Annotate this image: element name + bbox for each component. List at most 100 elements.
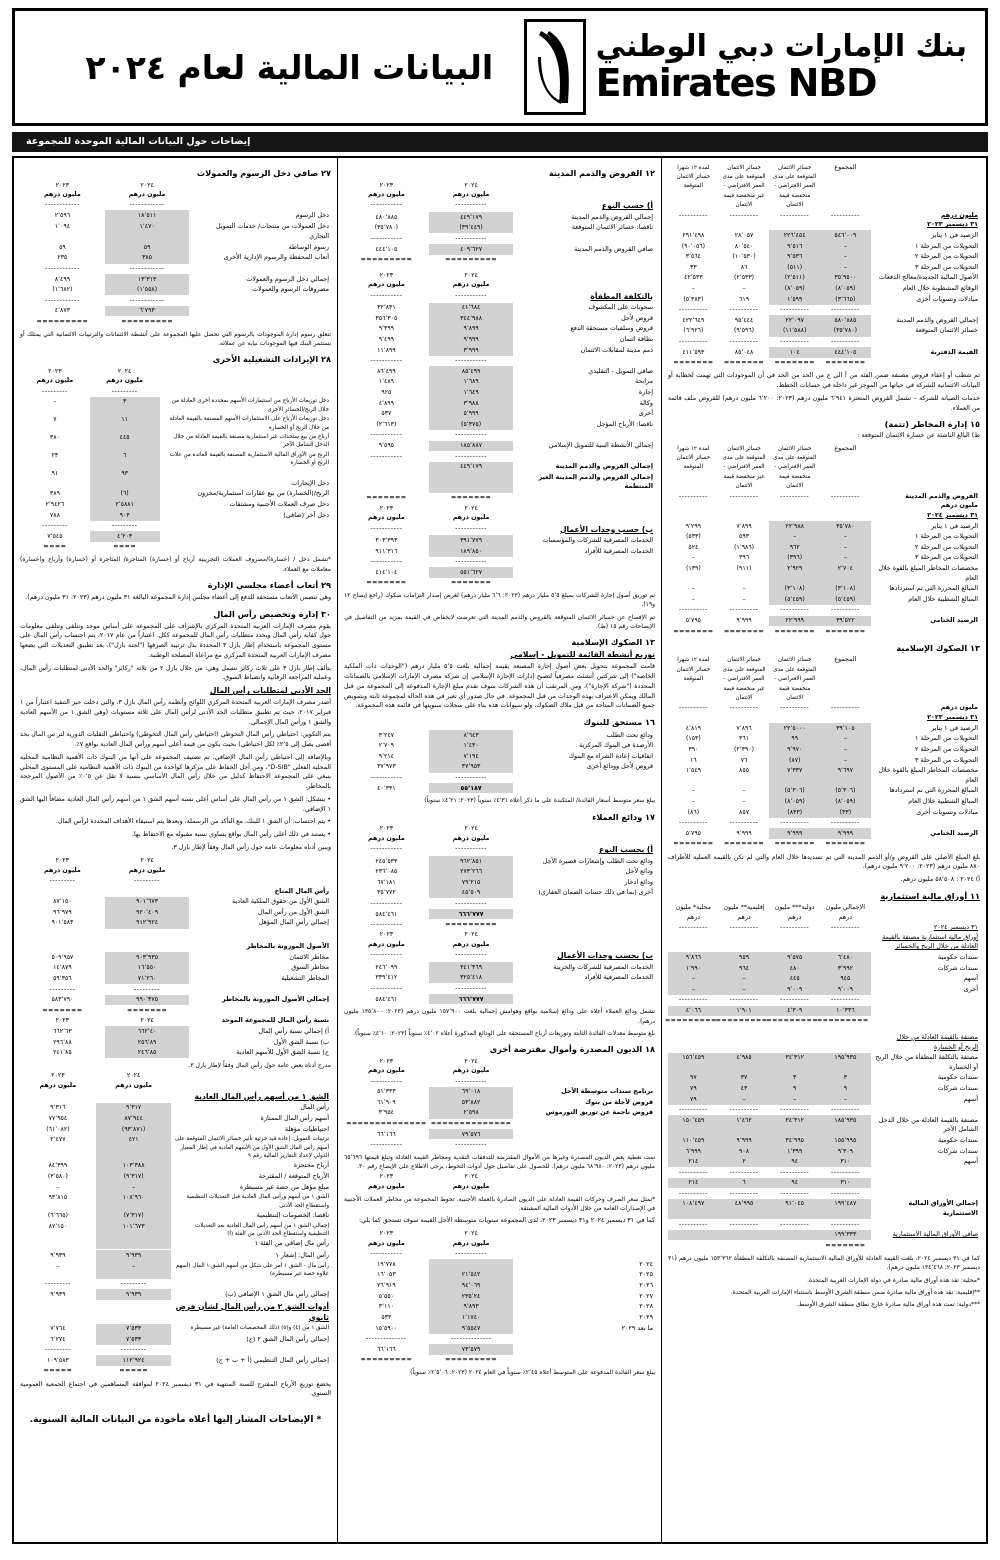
ecl23-r3-v2: ٨٦ <box>740 263 748 271</box>
n15-r0-v2: ٧٬٨٩٩ <box>736 522 752 530</box>
n18m-r0-v23: ١٩٬٧٧٨ <box>377 1260 396 1268</box>
n11-r1-v1: ٤٨٠ <box>769 963 821 974</box>
n12a-r2-v24: ٤٠٩٬٦٢٧ <box>428 244 514 255</box>
n27-r6-v24: (١٬٥٥٨) <box>104 284 190 296</box>
n11-r4-v2: ١٬٩٠١ <box>718 1005 770 1016</box>
n28-r2-v23: ٣٨٠ <box>49 434 60 442</box>
ecl23-r3-v0: – <box>820 262 871 273</box>
n28-r7-v24: ٢٬٥٨٨١ <box>89 499 160 511</box>
n28-r7-v23: ٢٬٩٤٢٦ <box>45 501 65 509</box>
n13-r4-v1: ٧٬٣٣٧ <box>769 765 821 786</box>
note16-title: ١٦ مستحق للبنوك <box>583 717 656 728</box>
n12c-r12-v23 <box>344 462 429 473</box>
t1-r2-lbl: إجمالي رأس مال الشق ١ الإضافي (ب) <box>225 1289 330 1298</box>
n18m-r0-v24 <box>428 1259 514 1270</box>
n11-c6-lbl: صافي الأوراق المالية الاستثمارية <box>892 1230 978 1239</box>
n11-r3-v2: – <box>718 984 770 995</box>
n11-r2-lbl: أسهم <box>963 974 978 983</box>
note11-pretext: أ) ٢٠٢٤ : ٥٨٬٥٠٨ مليون درهم. <box>900 876 980 884</box>
n11-c0-v1: ٣٤٬٣١٢ <box>769 1115 821 1136</box>
n11-c3-v0: ٣١٠ <box>820 1156 871 1168</box>
ecl23-h3: لمدة ١٢ شهرا خسائر الائتمان المتوقعة <box>676 164 711 190</box>
n12c-r10-v23: (٢٬٦١٣) <box>376 420 397 428</box>
n11-c4-v2: ٦ <box>718 1177 770 1189</box>
n12c-r11-v24: ١٨٥٬٨٨٧ <box>428 440 514 452</box>
cap-w2-v23: ٥٩٬٣٥٦ <box>53 974 72 982</box>
n11-h3: محلية* مليون درهم <box>675 904 711 921</box>
n28-yr2024: ٢٠٢٤ <box>117 367 132 375</box>
n17b-r1-v24: ٣٢٥٬٤١٨ <box>428 972 514 984</box>
n13-r1-v3: (١٥٣) <box>685 735 701 743</box>
cap-yr2024: ٢٠٢٤ <box>140 857 154 865</box>
n18-r2-lbl: قروض ناجمة عن توريق التورموس <box>545 1108 654 1117</box>
ecl23-r5-v0: (٨٬٠٥٩) <box>820 283 871 295</box>
n11-r3-v3: – <box>668 984 719 995</box>
note11-investment-securities-table: الإجمالي مليون درهم دولية*** مليون درهم … <box>664 904 978 1249</box>
n27-r0-v24: ١٨٬٥١١ <box>104 210 190 222</box>
cap-w2-lbl: المخاطر التشغيلية <box>281 973 330 982</box>
ecl23-r8-v3: (٦٬٩٢٦) <box>683 327 704 335</box>
n11-c1-v1: ٣٤٬٩٩٥ <box>769 1135 821 1147</box>
n12c-yr2024: ٢٠٢٤ <box>464 271 478 279</box>
n27-unit2023: مليون درهم <box>44 190 81 198</box>
note12-sub-cost: بالتكلفة المطفأة <box>590 291 654 301</box>
cap-w3-lbl: إجمالي الأصول الموزونة بالمخاطر <box>222 995 330 1004</box>
ecl23-r5-v3: – <box>691 284 695 292</box>
n15-r7-v3: ٥٬٧٩٥ <box>685 617 701 625</box>
n13-r7-v0: (٣٣) <box>820 807 871 818</box>
n12a-r0-v23: ٤٨٠٬٨٨٥ <box>375 213 398 221</box>
n12b-unit2023: مليون درهم <box>368 514 405 522</box>
note12-sub-a: أ) حسب النوع <box>601 201 654 211</box>
n28-unit2024: مليون درهم <box>106 377 143 385</box>
n11-b0-v3: ١٥٦٬٤٥٩ <box>668 1052 719 1073</box>
n11-c2-v1: ١٬٣٩٩ <box>769 1146 821 1157</box>
n13-r5-lbl: المبالغ المحررة التي تم استردادها <box>889 786 978 795</box>
n15-tt2: ٣١ ديسمبر ٢٠٢٤ <box>927 510 978 519</box>
n11-h2: إقليمية** مليون درهم <box>723 904 765 921</box>
n12c-r5-lbl: صافي التمويل - التقليدي <box>588 366 654 375</box>
n17a-r2-v23: ٦٧٬١٨١ <box>377 878 396 886</box>
n16-r0-lbl: ودائع تحت الطلب <box>606 730 654 739</box>
cet1-r0-lbl: رأس المال <box>300 1103 330 1112</box>
n18fx-unit2024: مليون درهم <box>452 1182 490 1190</box>
n11-r0-v3: ٩٬٨٦٦ <box>668 952 719 964</box>
n11-b1-v1: ٣ <box>769 1072 821 1084</box>
n27-r0-lbl: دخل الرسوم <box>295 210 330 219</box>
n15-r7-v1: ٢٢٬٩٩٩ <box>769 615 821 627</box>
n17b-r0-v24: ٣٤١٬٣٦٩ <box>428 962 514 973</box>
t2-r1-lbl: إجمالي رأس المال الشق ٢ (ج) <box>246 1334 330 1343</box>
ecl23-r8-v2: (٩٬٥٩٦) <box>733 327 755 335</box>
n15-h1: خسائر الائتمان المتوقعة على مدى العمر ال… <box>773 445 817 490</box>
n27-r6-lbl: مصروفات الرسوم والعمولات <box>251 285 330 294</box>
cet1-r9-v24: ١٠١٬٦٧٣ <box>95 1221 172 1239</box>
n12c-r7-v23: ٩٢٥ <box>381 388 392 396</box>
ecl23-r4-lbl: الأصول المالية الجديدة/معالج الدفعات <box>878 273 978 282</box>
n28-r0-lbl: دخل توزيعات الأرباح من استثمارات الأسهم … <box>171 398 330 413</box>
cap-a0-v23: ٨٧٬١٥٠ <box>53 898 72 906</box>
n18m-r6-v24: ٩٬٥٥٤٧ <box>428 1323 514 1334</box>
n11-c2-v0: ٩٬٣٠٩ <box>820 1146 871 1157</box>
n13-r4-lbl: مخصصات المخاطر المبلغ بالقوة خلال العام <box>878 766 978 784</box>
cap-w2-v24: ٧١٬٢٦٠ <box>104 973 190 985</box>
n28-r1-v24: ١١ <box>89 414 160 433</box>
cap-w3-v23: ٥٨٣٬٧٩٠ <box>51 996 74 1004</box>
n18m-r3-v24: ٢٣٥٬٢٤ <box>428 1291 514 1302</box>
note11-title: ١١ أوراق مالية استثمارية <box>880 890 980 901</box>
n12c-r3-lbl: بطاقة ائتمان <box>619 334 654 343</box>
n11-c1-lbl: سندات حكومية <box>937 1136 978 1145</box>
n28-r2-lbl: أرباح من بيع ستحدات غير استثمارية مصنفة … <box>173 434 330 449</box>
n11-b1-v0: ٣ <box>820 1072 871 1084</box>
n13-r0-v2: ٧٬٨٩٦ <box>736 724 752 732</box>
ecl23-r4-v2: (٢٬٥٣٣) <box>733 274 755 282</box>
n18-r3-v24: ٧٩٬٥٧٦ <box>428 1129 514 1140</box>
t1-r2-v23: ٩٬٩٣٩ <box>50 1290 66 1298</box>
n18-yr2024: ٢٠٢٤ <box>464 1057 478 1065</box>
n12c-r9-v23: ٥٣٧ <box>381 410 392 418</box>
cap-t0-v23: ٦٦٢٬٦٣ <box>53 1027 72 1035</box>
n13-r3-v0: – <box>820 755 871 766</box>
n13-r1-v1: ٩٩ <box>769 733 821 745</box>
ecl23-r1-v0: – <box>820 241 871 252</box>
n18m-r5-v23: ٥٣٣ <box>381 1313 392 1321</box>
cet1-r5-v23: (٣٬٥٨٠) <box>47 1172 68 1180</box>
n15-r3-v1: (٣٩٦) <box>769 552 821 564</box>
